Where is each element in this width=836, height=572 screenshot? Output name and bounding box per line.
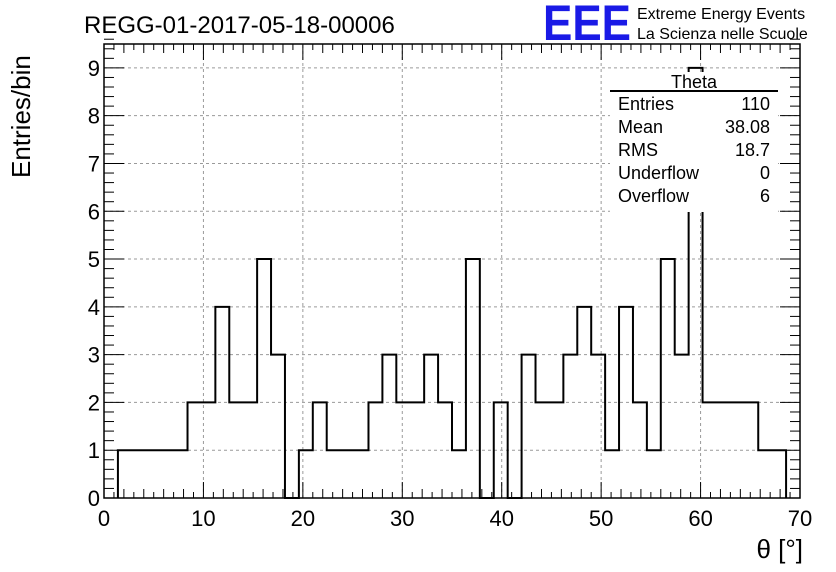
- histogram-bin: [633, 402, 647, 498]
- histogram-bin: [563, 355, 577, 498]
- y-tick-label: 3: [88, 343, 100, 368]
- histogram-bin: [424, 355, 438, 498]
- histogram-series: [116, 66, 788, 499]
- stats-row-label: Mean: [618, 117, 663, 137]
- x-tick-label: 0: [98, 506, 110, 531]
- stats-row-label: Overflow: [618, 186, 690, 206]
- histogram-bin: [605, 450, 619, 498]
- histogram-bin: [758, 450, 786, 498]
- histogram-bin: [536, 402, 564, 498]
- plot-frame: [103, 43, 801, 499]
- histogram-bin: [466, 259, 480, 498]
- histogram-bin: [452, 450, 466, 498]
- histogram-bin: [591, 355, 605, 498]
- x-tick-label: 30: [390, 506, 414, 531]
- brand-line-1: Extreme Energy Events: [637, 6, 805, 23]
- x-tick-label: 70: [788, 506, 812, 531]
- x-axis-label: θ [°]: [756, 534, 803, 564]
- histogram-bin: [438, 402, 452, 498]
- y-tick-label: 5: [88, 247, 100, 272]
- y-tick-label: 8: [88, 104, 100, 129]
- y-tick-label: 2: [88, 390, 100, 415]
- y-axis-label: Entries/bin: [6, 55, 36, 178]
- x-tick-label: 10: [191, 506, 215, 531]
- histogram-bin: [257, 259, 271, 498]
- histogram-bin: [647, 450, 661, 498]
- histogram-bin: [271, 355, 285, 498]
- stats-row-value: 38.08: [725, 117, 770, 137]
- histogram-bin: [661, 259, 675, 498]
- histogram-bin: [522, 355, 536, 498]
- x-tick-label: 20: [291, 506, 315, 531]
- stats-row-label: Underflow: [618, 163, 700, 183]
- histogram-bin: [494, 402, 508, 498]
- eee-logo: EEE Extreme Energy Events La Scienza nel…: [543, 0, 808, 51]
- stats-row-value: 110: [741, 94, 770, 114]
- brand-line-2: La Scienza nelle Scuole: [637, 26, 808, 43]
- y-tick-label: 0: [88, 486, 100, 511]
- y-tick-label: 9: [88, 56, 100, 81]
- stats-row-label: Entries: [618, 94, 674, 114]
- histogram-bin: [313, 402, 327, 498]
- stats-box-background: [610, 72, 778, 212]
- histogram-bin: [215, 307, 229, 498]
- histogram-bin: [675, 355, 689, 498]
- stats-row-value: 6: [760, 186, 770, 206]
- stats-row-label: RMS: [618, 140, 658, 160]
- eee-logo-text: EEE: [543, 0, 631, 51]
- chart-title: REGG-01-2017-05-18-00006: [84, 12, 395, 39]
- histogram-bin: [118, 450, 188, 498]
- y-tick-label: 7: [88, 151, 100, 176]
- histogram-outline: [116, 66, 788, 499]
- stats-row-value: 18.7: [735, 140, 770, 160]
- histogram-bin: [619, 307, 633, 498]
- stats-rows: Entries 110 Mean 38.08 RMS 18.7 Underflow 0 Over…: [618, 94, 770, 206]
- y-tick-label: 6: [88, 199, 100, 224]
- x-tick-label: 50: [589, 506, 613, 531]
- stats-title: Theta: [671, 72, 718, 92]
- x-tick-label: 40: [489, 506, 513, 531]
- histogram-bin: [577, 307, 591, 498]
- y-tick-label: 4: [88, 295, 100, 320]
- y-tick-label: 1: [88, 438, 100, 463]
- histogram-bin: [396, 402, 424, 498]
- histogram-bin: [703, 402, 759, 498]
- histogram-bin: [299, 450, 313, 498]
- stats-row-value: 0: [760, 163, 770, 183]
- x-tick-label: 60: [688, 506, 712, 531]
- histogram-bin: [368, 402, 382, 498]
- stats-box: Theta Entries 110 Mean 38.08 RMS 18.7 Underflo…: [610, 72, 778, 212]
- histogram-bin: [229, 402, 257, 498]
- histogram-bin: [382, 355, 396, 498]
- histogram-bin: [188, 402, 216, 498]
